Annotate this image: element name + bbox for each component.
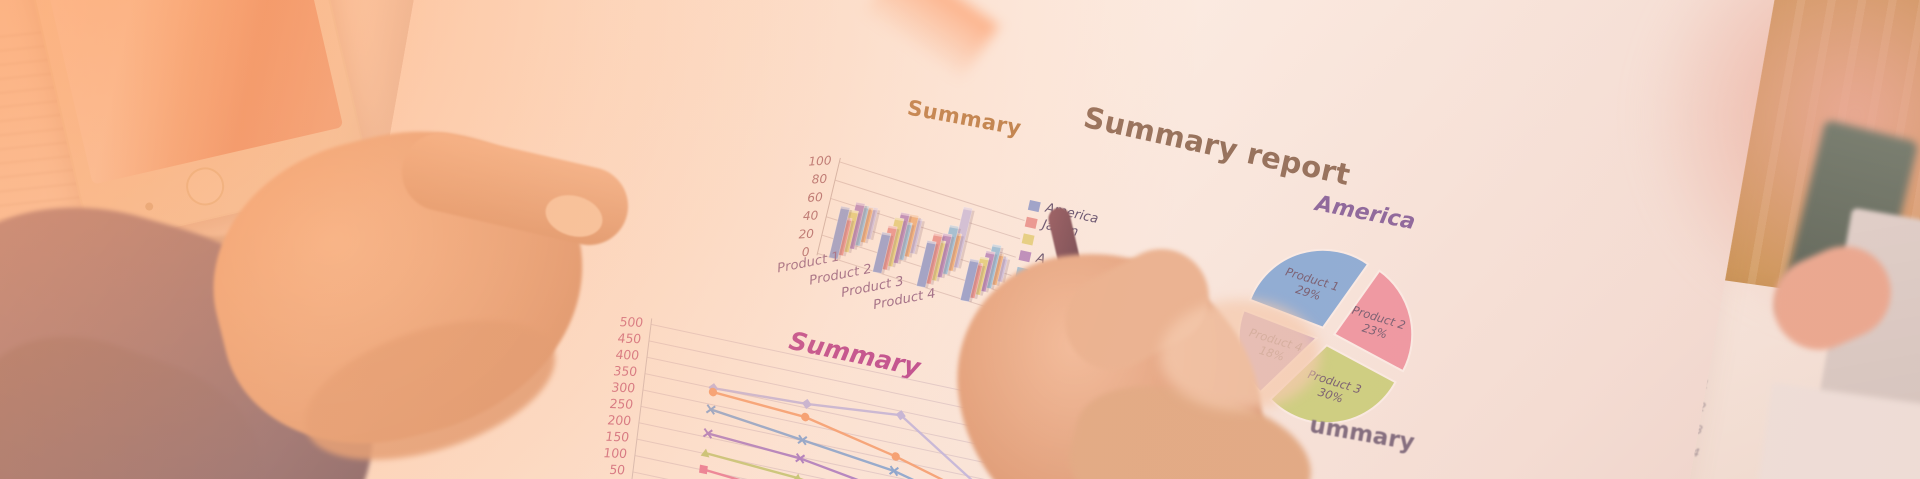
bar-y-tick-label: 40	[803, 208, 819, 223]
line-y-tick-label: 400	[615, 347, 639, 363]
line-y-tick-label: 500	[619, 314, 643, 330]
phone-screen	[25, 0, 344, 185]
line-y-tick-label: 250	[609, 396, 633, 412]
line-gridline	[646, 356, 998, 433]
phone-home-button	[182, 163, 228, 210]
legend-swatch-icon	[1027, 199, 1041, 212]
phone-port-icon	[144, 201, 155, 212]
bar-y-tick-label: 60	[807, 190, 823, 205]
bar-y-tick-label: 20	[798, 227, 814, 242]
bar-y-tick-label: 80	[812, 172, 828, 187]
legend-swatch-icon	[1024, 216, 1038, 229]
line-y-tick-label: 350	[613, 363, 637, 379]
legend-swatch-icon	[1021, 232, 1035, 246]
line-marker	[699, 464, 708, 475]
line-y-tick-label: 300	[611, 379, 635, 395]
line-y-tick-label: 150	[605, 429, 629, 445]
line-y-tick-label: 450	[617, 330, 641, 346]
line-y-tick-label: 100	[603, 445, 627, 461]
knuckle-highlight	[1160, 300, 1320, 410]
line-series	[707, 432, 980, 479]
line-gridline	[642, 389, 994, 465]
line-y-tick-label: 200	[607, 412, 631, 428]
bar-y-tick-label: 100	[808, 153, 832, 168]
line-gridline	[644, 373, 996, 449]
line-marker	[801, 412, 810, 422]
legend-swatch-icon	[1018, 249, 1032, 262]
line-y-tick-label: 50	[609, 462, 625, 478]
